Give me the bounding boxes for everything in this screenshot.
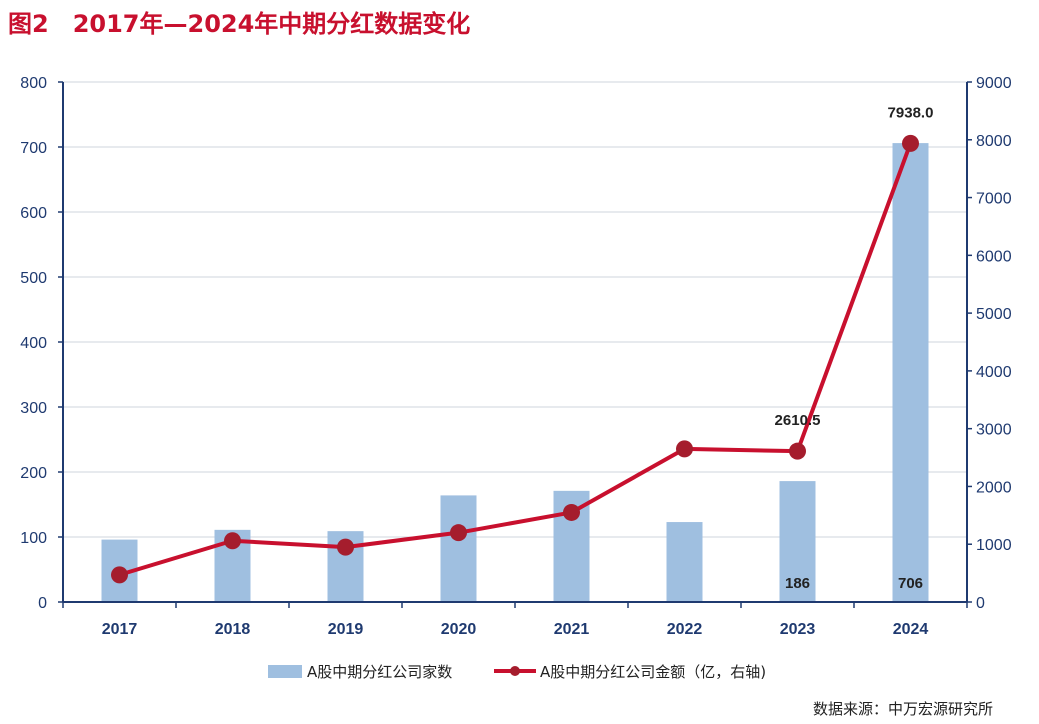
x-tick-label: 2020	[441, 621, 477, 638]
legend-line-label: A股中期分红公司金额（亿，右轴)	[540, 663, 766, 681]
bar-2023	[779, 481, 816, 602]
x-tick-label: 2021	[554, 621, 590, 638]
left-tick-label: 800	[20, 75, 47, 92]
amount-marker-2021	[563, 503, 580, 521]
line-data-label: 7938.0	[888, 104, 934, 121]
left-tick-label: 400	[20, 335, 47, 352]
x-tick-label: 2019	[328, 621, 364, 638]
x-tick-label: 2023	[780, 621, 816, 638]
source-note: 数据来源：中万宏源研究所	[813, 700, 993, 718]
bar-2022	[666, 522, 703, 602]
amount-marker-2022	[676, 440, 693, 458]
left-tick-label: 300	[20, 400, 47, 417]
left-tick-label: 700	[20, 140, 47, 157]
bar-data-label: 186	[785, 575, 810, 592]
right-tick-label: 0	[976, 595, 985, 612]
left-tick-label: 200	[20, 465, 47, 482]
line-data-label: 2610.5	[775, 412, 821, 429]
right-tick-label: 3000	[976, 422, 1012, 439]
legend-line-marker	[510, 666, 520, 676]
x-tick-label: 2024	[893, 621, 929, 638]
bar-2024	[892, 143, 929, 602]
bar-2020	[440, 495, 477, 602]
grid-lines	[63, 81, 967, 538]
data-labels: 186 706 2610.5 7938.0	[775, 104, 934, 592]
amount-marker-2024	[902, 134, 919, 152]
amount-marker-2018	[224, 532, 241, 550]
right-tick-label: 1000	[976, 537, 1012, 554]
legend-bar-swatch	[268, 665, 302, 678]
amount-marker-2020	[450, 524, 467, 542]
legend-bar-label: A股中期分红公司家数	[307, 663, 452, 681]
right-tick-label: 5000	[976, 306, 1012, 323]
x-tick-label: 2018	[215, 621, 251, 638]
x-tick-label: 2022	[667, 621, 703, 638]
amount-line	[118, 142, 913, 577]
right-tick-label: 9000	[976, 75, 1012, 92]
left-tick-label: 500	[20, 270, 47, 287]
amount-marker-2019	[337, 538, 354, 556]
amount-marker-2023	[789, 442, 806, 460]
right-tick-label: 6000	[976, 248, 1012, 265]
right-tick-label: 2000	[976, 479, 1012, 496]
left-tick-label: 600	[20, 205, 47, 222]
x-tick-label: 2017	[102, 621, 138, 638]
right-tick-label: 8000	[976, 133, 1012, 150]
legend: A股中期分红公司家数 A股中期分红公司金额（亿，右轴)	[268, 663, 766, 681]
right-tick-label: 4000	[976, 364, 1012, 381]
left-tick-label: 0	[38, 595, 47, 612]
bar-series	[101, 143, 929, 602]
bar-data-label: 706	[898, 575, 923, 592]
right-tick-label: 7000	[976, 191, 1012, 208]
line-series	[111, 134, 919, 584]
left-tick-label: 100	[20, 530, 47, 547]
amount-marker-2017	[111, 566, 128, 584]
chart-title: 图2 2017年—2024年中期分红数据变化	[8, 10, 470, 38]
axes: 0100200300400500600700800010002000300040…	[20, 75, 1011, 638]
